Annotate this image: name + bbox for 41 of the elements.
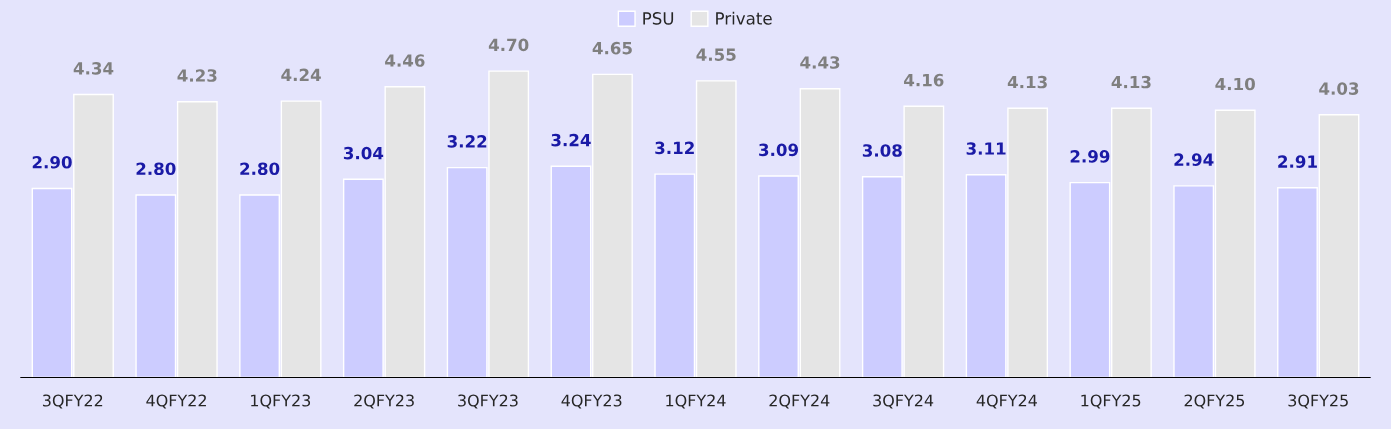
data-label: 3.09 [759,143,799,157]
data-label: 2.80 [136,162,176,176]
data-label: 2.80 [240,162,280,176]
data-label: 4.43 [800,56,840,69]
x-tick-label: 1QFY23 [251,394,311,409]
data-label: 3.24 [551,133,591,147]
data-label: 4.55 [696,48,736,61]
data-label: 4.46 [385,54,425,67]
x-tick-label: 3QFY24 [873,394,934,409]
x-tick-label: 2QFY25 [1184,394,1245,409]
data-label: 4.70 [488,38,529,52]
x-tick-label: 1QFY25 [1081,394,1141,409]
data-label: 2.91 [1278,155,1317,168]
x-tick-label: 3QFY22 [42,394,103,409]
x-tick-label: 4QFY23 [561,394,622,409]
data-label: 4.16 [904,73,944,87]
data-label: 4.24 [281,68,321,81]
data-label: 3.08 [862,144,902,157]
x-tick-label: 2QFY24 [769,394,830,409]
data-label: 4.65 [592,41,632,55]
x-tick-label: 3QFY23 [458,394,518,409]
data-label: 4.23 [177,69,217,82]
x-tick-label: 2QFY23 [354,394,414,409]
data-label: 4.13 [1007,75,1047,89]
data-label: 2.90 [32,155,72,169]
data-label: 4.13 [1111,75,1151,89]
legend-label: Private [716,11,772,25]
legend-label: PSU [643,12,674,25]
x-tick-label: 3QFY25 [1288,394,1348,409]
data-label: 2.99 [1070,150,1110,163]
data-label: 3.04 [343,146,384,160]
x-tick-label: 1QFY24 [666,394,726,409]
data-label: 3.11 [966,142,1006,155]
x-tick-label: 4QFY22 [146,394,206,409]
x-tick-label: 4QFY24 [976,394,1037,409]
data-label: 4.34 [73,62,114,75]
data-label: 3.22 [447,135,487,148]
data-label: 4.03 [1319,82,1359,95]
data-label: 3.12 [655,141,694,155]
data-label: 4.10 [1215,77,1255,91]
data-label: 2.94 [1174,153,1214,166]
